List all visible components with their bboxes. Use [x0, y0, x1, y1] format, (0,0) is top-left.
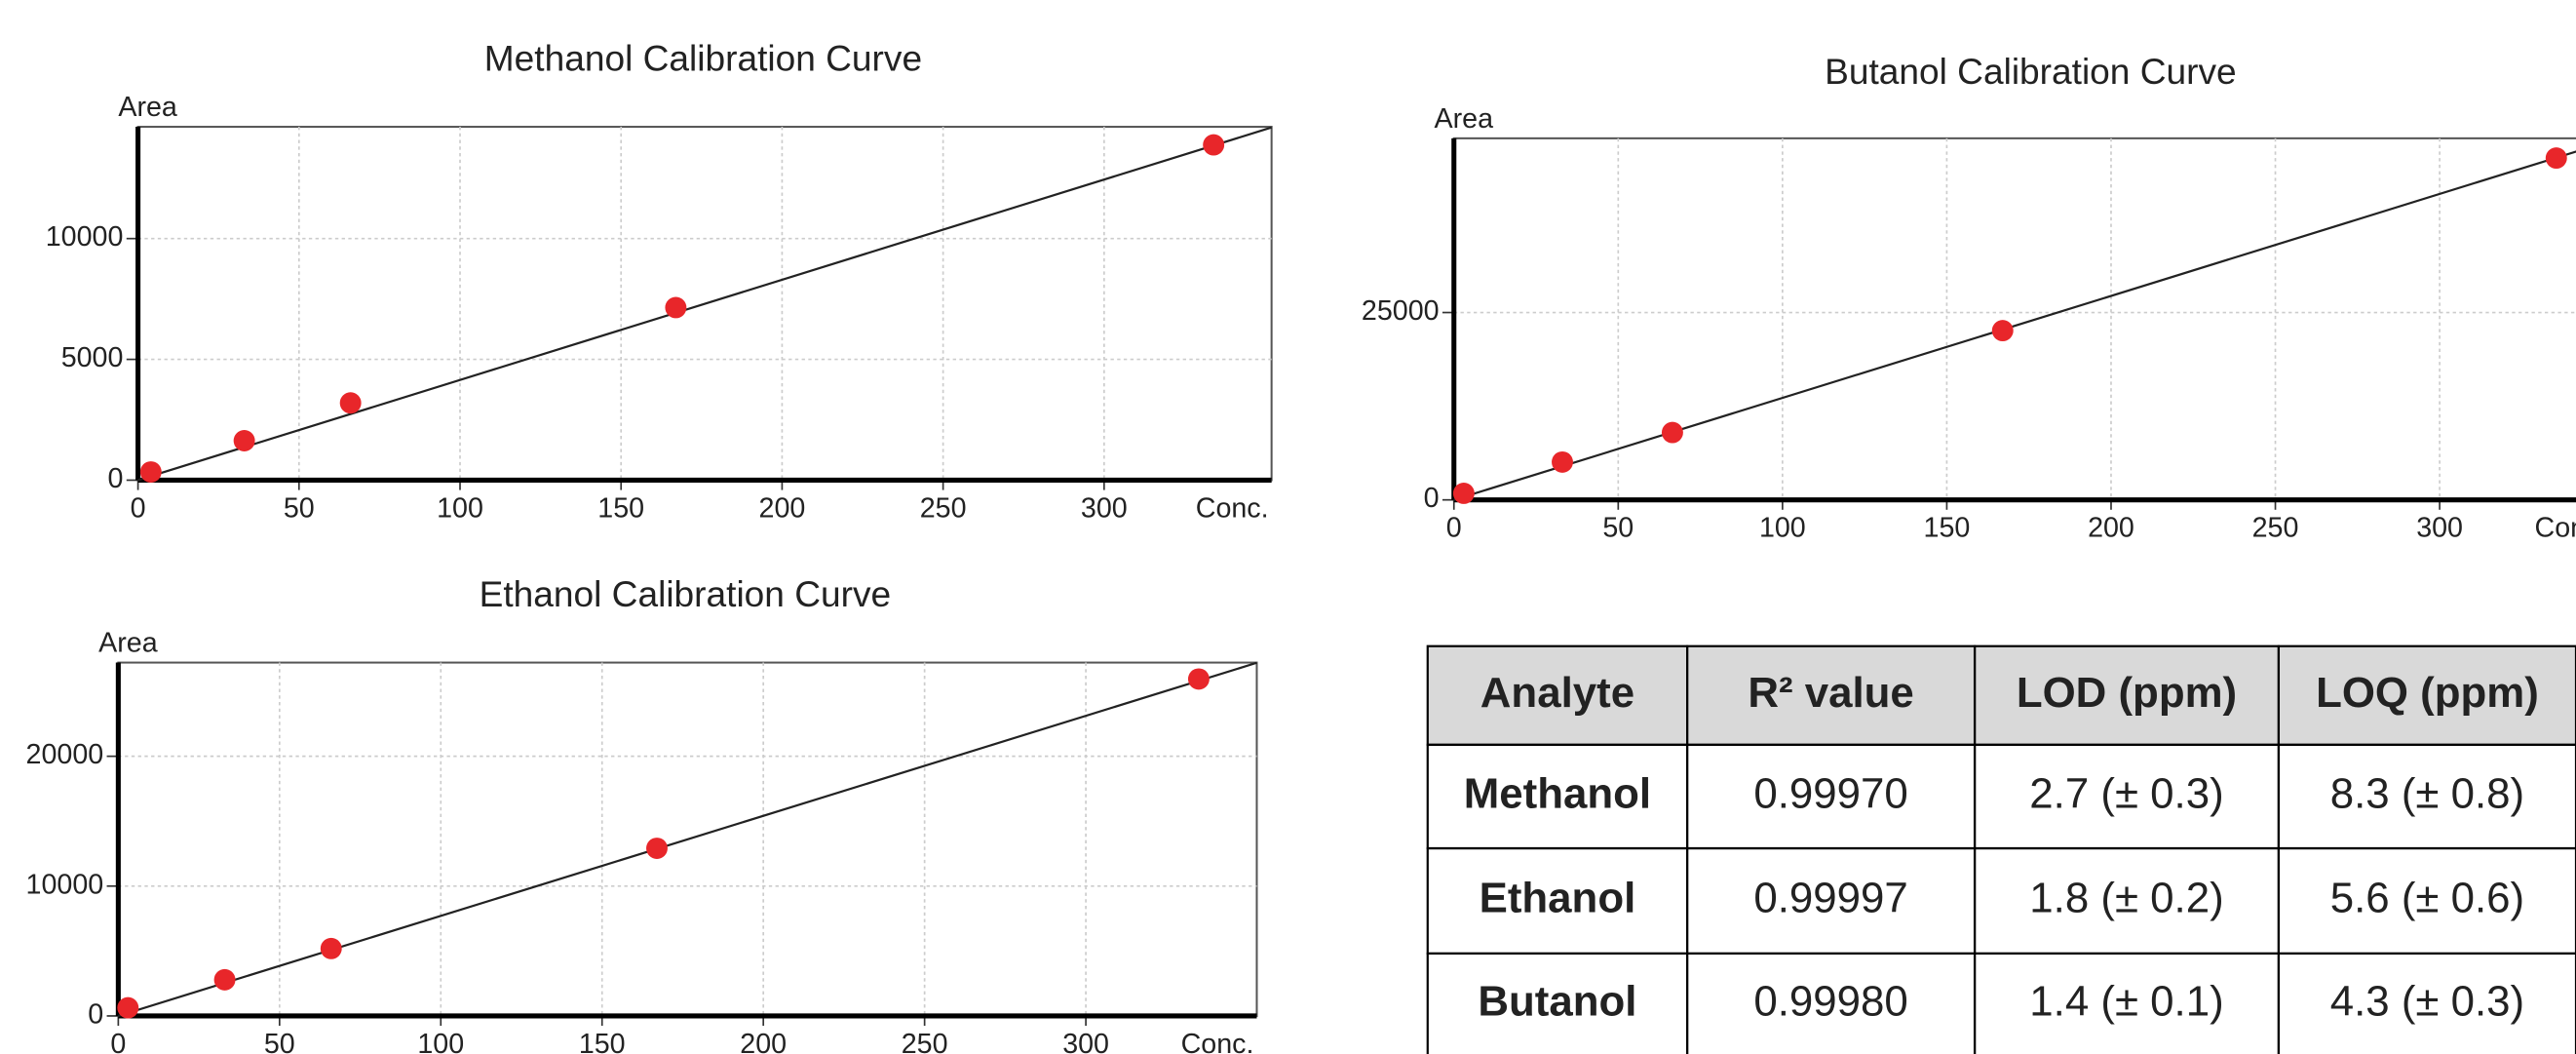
data-point: [139, 461, 162, 483]
data-point: [1187, 668, 1210, 690]
table-header: LOQ (ppm): [2316, 669, 2539, 717]
x-tick-label: 250: [902, 1029, 948, 1054]
plot-frame: [1452, 137, 2576, 501]
y-axis-label: Area: [98, 628, 158, 659]
x-tick-label: 50: [1602, 513, 1634, 544]
chart-title: Butanol Calibration Curve: [1825, 51, 2237, 92]
data-point: [1452, 482, 1475, 504]
table-cell-text: 2.7 (± 0.3): [2029, 770, 2223, 818]
table-header-bg: [1427, 645, 2576, 745]
data-point: [233, 430, 255, 451]
fit-line: [137, 126, 1272, 482]
y-tick-label: 10000: [26, 869, 104, 900]
x-tick-label: 250: [920, 492, 967, 524]
x-tick-label: 0: [110, 1029, 126, 1054]
table-header: R² value: [1748, 669, 1913, 717]
data-point: [2545, 147, 2567, 170]
x-tick-label: 300: [1081, 492, 1128, 524]
chart-title: Ethanol Calibration Curve: [480, 573, 892, 614]
x-axis-label: Conc.: [2535, 513, 2576, 544]
table-cell-text: 4.3 (± 0.3): [2330, 978, 2524, 1026]
table-cell-text: 8.3 (± 0.8): [2330, 770, 2524, 818]
table-cell-text: 0.99970: [1753, 770, 1907, 818]
x-tick-label: 50: [264, 1029, 295, 1054]
table-header: LOD (ppm): [2017, 669, 2237, 717]
y-tick-label: 0: [107, 463, 123, 494]
data-point: [646, 838, 668, 859]
x-tick-label: 100: [417, 1029, 464, 1054]
x-tick-label: 0: [131, 492, 146, 524]
y-tick-label: 25000: [1362, 295, 1440, 327]
table-header: Analyte: [1480, 669, 1634, 717]
x-tick-label: 150: [579, 1029, 626, 1054]
x-tick-label: 300: [2416, 513, 2463, 544]
table-cell: [2277, 952, 2576, 1054]
data-point: [213, 968, 236, 991]
x-axis-label: Conc.: [1181, 1029, 1254, 1054]
x-tick-label: 150: [597, 492, 644, 524]
table-cell-text: 1.4 (± 0.1): [2029, 978, 2223, 1026]
y-tick-label: 0: [1424, 483, 1440, 514]
data-point: [665, 296, 687, 319]
fit-line: [118, 661, 1257, 1018]
x-tick-label: 150: [1924, 513, 1971, 544]
y-axis-label: Area: [118, 92, 177, 123]
data-point: [1991, 320, 2014, 342]
table-cell-text: 1.8 (± 0.2): [2029, 875, 2223, 922]
x-tick-label: 300: [1062, 1029, 1109, 1054]
table-cell-text: 5.6 (± 0.6): [2330, 875, 2524, 922]
data-point: [320, 937, 342, 959]
x-axis-label: Conc.: [1196, 492, 1269, 524]
data-point: [1552, 450, 1573, 473]
y-axis-label: Area: [1435, 103, 1494, 135]
x-tick-label: 100: [1759, 513, 1806, 544]
x-tick-label: 200: [2088, 513, 2134, 544]
data-point: [339, 392, 362, 414]
data-point: [1661, 421, 1683, 444]
chart-title: Methanol Calibration Curve: [484, 37, 922, 78]
table-cell-text: 0.99980: [1753, 978, 1907, 1026]
data-point: [117, 996, 139, 1019]
table-cell-text: Ethanol: [1480, 875, 1636, 922]
y-tick-label: 20000: [26, 739, 104, 770]
y-tick-label: 10000: [46, 221, 124, 253]
y-tick-label: 0: [88, 999, 103, 1031]
y-tick-label: 5000: [61, 342, 124, 373]
x-tick-label: 100: [437, 492, 483, 524]
table-cell-text: 0.99997: [1753, 875, 1907, 922]
x-tick-label: 200: [759, 492, 806, 524]
table-cell-text: Methanol: [1464, 770, 1651, 818]
fit-line: [1453, 150, 2576, 501]
table-cell-text: Butanol: [1478, 978, 1636, 1026]
x-tick-label: 0: [1446, 513, 1462, 544]
x-tick-label: 200: [740, 1029, 787, 1054]
x-tick-label: 50: [284, 492, 315, 524]
data-point: [1203, 134, 1225, 156]
x-tick-label: 250: [2252, 513, 2299, 544]
